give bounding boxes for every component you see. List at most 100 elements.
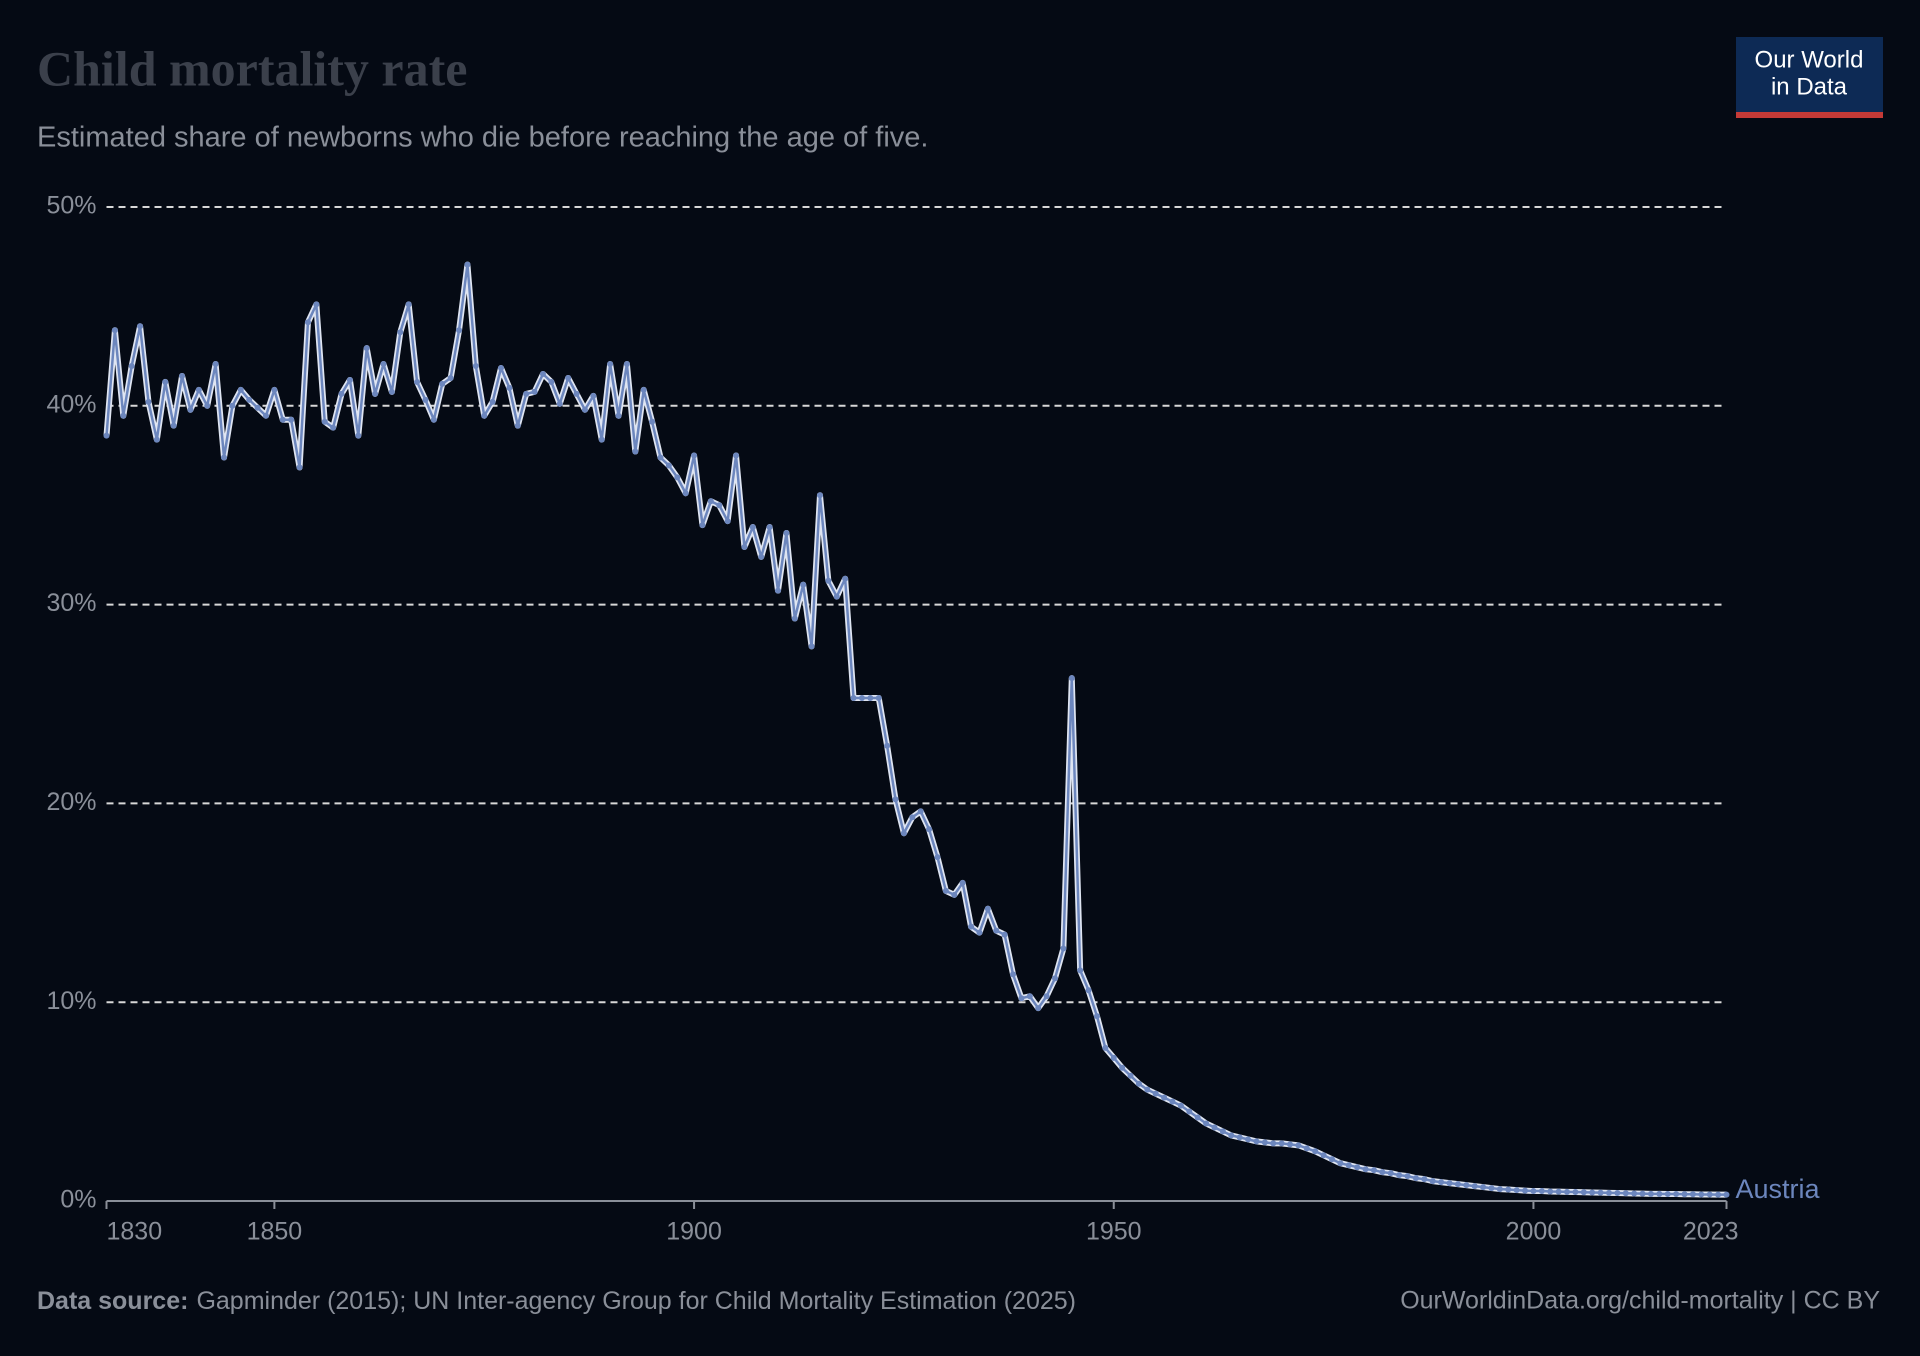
point <box>632 448 639 455</box>
point <box>262 412 269 419</box>
point <box>304 319 311 326</box>
point <box>1026 993 1033 1000</box>
point <box>1219 1128 1226 1135</box>
point <box>1605 1189 1612 1196</box>
point <box>153 436 160 443</box>
point <box>724 518 731 525</box>
point <box>1471 1183 1478 1190</box>
x-tick-label: 2023 <box>1683 1218 1739 1246</box>
point <box>1387 1170 1394 1177</box>
point <box>1085 987 1092 994</box>
point <box>1631 1190 1638 1197</box>
point <box>1379 1169 1386 1176</box>
point <box>1622 1190 1629 1197</box>
point <box>816 492 823 499</box>
point <box>1060 945 1067 952</box>
point <box>237 386 244 393</box>
series-label: Austria <box>1736 1174 1821 1204</box>
point <box>1169 1098 1176 1105</box>
point <box>623 361 630 368</box>
source-label: Data source: <box>37 1287 188 1315</box>
point <box>556 400 563 407</box>
point <box>1580 1189 1587 1196</box>
point <box>1337 1160 1344 1167</box>
point <box>246 396 253 403</box>
point <box>1530 1188 1537 1195</box>
point <box>607 361 614 368</box>
point <box>1673 1191 1680 1198</box>
point <box>1303 1145 1310 1152</box>
point <box>976 929 983 936</box>
point <box>1488 1185 1495 1192</box>
point <box>1564 1188 1571 1195</box>
point <box>1354 1164 1361 1171</box>
point <box>330 424 337 431</box>
point <box>363 345 370 352</box>
logo: Our World in Data <box>1736 37 1883 118</box>
logo-text: in Data <box>1771 73 1848 100</box>
point <box>414 378 421 385</box>
point <box>397 329 404 336</box>
point <box>959 879 966 886</box>
point <box>288 416 295 423</box>
point <box>1270 1140 1277 1147</box>
point <box>137 323 144 330</box>
y-tick-label: 20% <box>46 788 96 816</box>
point <box>1370 1167 1377 1174</box>
logo-bar <box>1736 112 1883 118</box>
point <box>229 402 236 409</box>
point <box>800 581 807 588</box>
point <box>565 374 572 381</box>
point <box>1429 1178 1436 1185</box>
point <box>1010 971 1017 978</box>
point <box>279 416 286 423</box>
point <box>111 327 118 334</box>
point <box>775 587 782 594</box>
point <box>833 593 840 600</box>
source: Data source: Gapminder (2015); UN Inter-a… <box>37 1287 1076 1315</box>
point <box>170 422 177 429</box>
point <box>716 502 723 509</box>
point <box>1203 1120 1210 1127</box>
point <box>850 695 857 702</box>
point <box>212 361 219 368</box>
point <box>179 372 186 379</box>
point <box>842 575 849 582</box>
point <box>1345 1162 1352 1169</box>
point <box>1102 1044 1109 1051</box>
line-halo <box>103 261 1727 1198</box>
point <box>909 814 916 821</box>
chart-subtitle: Estimated share of newborns who die befo… <box>37 122 928 154</box>
point <box>884 742 891 749</box>
logo-text: Our World <box>1755 46 1864 73</box>
point <box>1513 1187 1520 1194</box>
point <box>598 436 605 443</box>
point <box>321 418 328 425</box>
y-tick-label: 40% <box>46 390 96 418</box>
point <box>162 378 169 385</box>
point <box>523 390 530 397</box>
point <box>1001 931 1008 938</box>
x-tick-label: 1830 <box>107 1218 163 1246</box>
point <box>1144 1086 1151 1093</box>
point <box>590 392 597 399</box>
point <box>204 402 211 409</box>
point <box>338 390 345 397</box>
point <box>1177 1102 1184 1109</box>
y-tick-label: 30% <box>46 589 96 617</box>
point <box>1589 1189 1596 1196</box>
point <box>1681 1191 1688 1198</box>
point <box>674 474 681 481</box>
point <box>741 543 748 550</box>
point <box>1715 1191 1722 1198</box>
point <box>1664 1191 1671 1198</box>
point <box>1522 1187 1529 1194</box>
point <box>1723 1191 1730 1198</box>
point <box>934 854 941 861</box>
point <box>506 384 513 391</box>
point <box>951 891 958 898</box>
point <box>1639 1190 1646 1197</box>
point <box>573 390 580 397</box>
point <box>1245 1136 1252 1143</box>
